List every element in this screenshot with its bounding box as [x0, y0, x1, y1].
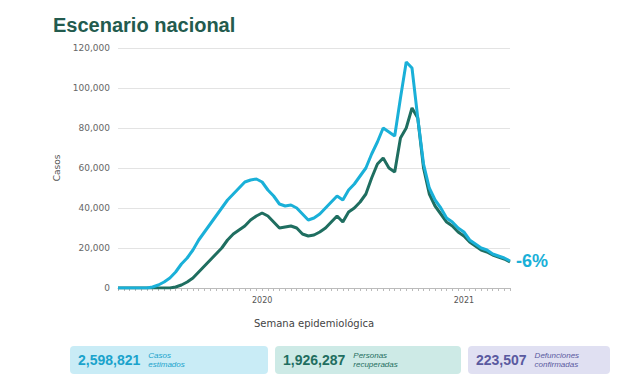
svg-text:120,000: 120,000 — [73, 43, 110, 53]
html-text:1,926,287: 1,926,287 — [283, 352, 346, 368]
svg-text:2021: 2021 — [454, 296, 474, 305]
svg-text:40,000: 40,000 — [79, 203, 111, 213]
html-text:Defunciones confirmadas: Defunciones confirmadas — [534, 351, 580, 369]
html-text:223,507: 223,507 — [476, 352, 527, 368]
svg-text:20,000: 20,000 — [79, 243, 111, 253]
svg-text:80,000: 80,000 — [79, 123, 111, 133]
svg-text:100,000: 100,000 — [73, 83, 110, 93]
svg-text:Semana epidemiológica: Semana epidemiológica — [254, 318, 374, 329]
html-text:Casos estimados: Casos estimados — [148, 351, 185, 369]
svg-text:60,000: 60,000 — [79, 163, 111, 173]
html-text:2,598,821: 2,598,821 — [78, 352, 141, 368]
svg-text:Casos: Casos — [52, 154, 62, 181]
svg-text:-6%: -6% — [516, 251, 548, 271]
svg-text:2020: 2020 — [252, 296, 272, 305]
svg-text:0: 0 — [104, 283, 110, 293]
svg-text:Escenario nacional: Escenario nacional — [53, 14, 235, 36]
html-text:Personas recuperadas: Personas recuperadas — [353, 351, 398, 369]
